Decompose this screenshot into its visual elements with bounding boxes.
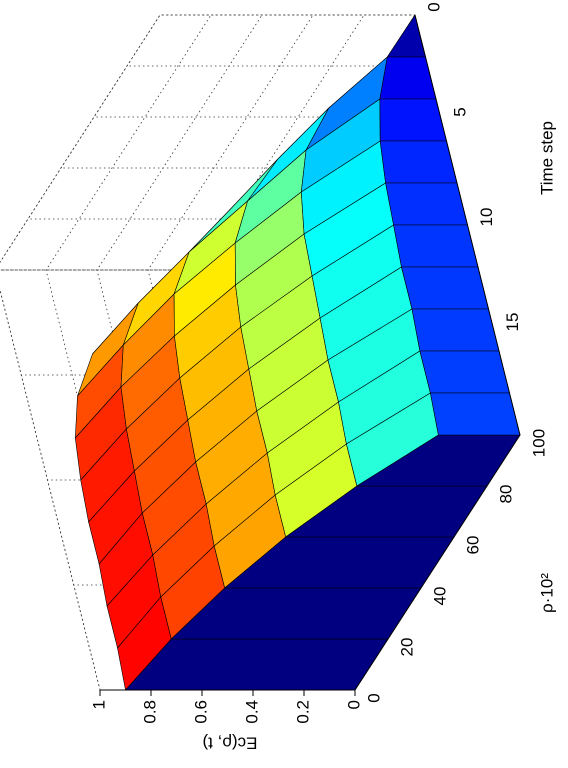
z-tick-label: 0 (344, 700, 363, 709)
x-tick-label: 60 (463, 536, 482, 555)
x-tick-label: 40 (430, 587, 449, 606)
side-wall (430, 392, 521, 436)
side-wall (411, 308, 500, 352)
axis-line (354, 434, 521, 691)
z-tick-label: 0.6 (191, 700, 210, 724)
y-axis-title: Time step (537, 121, 556, 195)
y-tick-label: 15 (503, 313, 522, 332)
z-tick-label: 1 (89, 700, 108, 709)
y-tick-label: 0 (424, 2, 443, 11)
axis-line (414, 14, 521, 436)
x-tick-label: 0 (364, 693, 383, 702)
grid-line (0, 14, 161, 691)
front-wall (124, 638, 389, 691)
x-tick-label: 100 (529, 429, 548, 457)
y-tick-label: 5 (451, 107, 470, 116)
y-tick-label: 10 (477, 208, 496, 227)
side-wall (379, 98, 447, 142)
z-tick-label: 0.8 (140, 700, 159, 724)
x-tick-label: 20 (397, 638, 416, 657)
side-wall (379, 140, 458, 184)
x-tick-label: 80 (496, 485, 515, 504)
box-edge (0, 14, 161, 271)
x-axis-title: ρ·10² (537, 573, 556, 613)
z-tick-label: 0.4 (242, 700, 261, 724)
side-wall (419, 350, 510, 394)
rotated-plot: 00.20.40.60.81020406080100051015ρ·10²Tim… (0, 2, 556, 753)
z-axis-title: Ec(ρ, t) (202, 734, 257, 753)
side-wall (385, 182, 468, 226)
grid-line (0, 14, 416, 271)
side-wall (393, 224, 479, 268)
z-tick-label: 0.2 (293, 700, 312, 724)
side-wall (401, 266, 489, 310)
